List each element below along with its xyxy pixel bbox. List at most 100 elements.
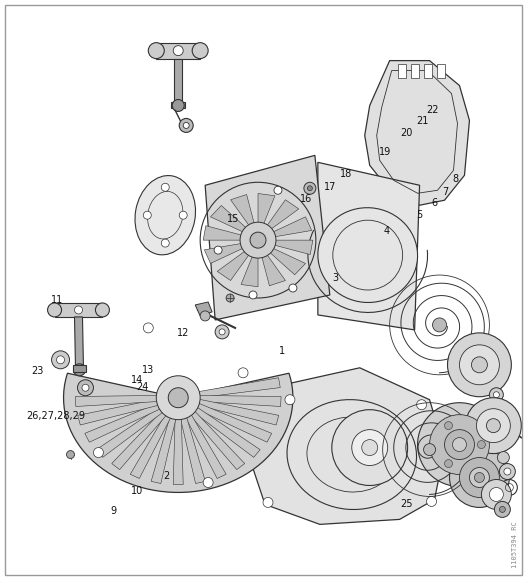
Circle shape [66,451,74,459]
Polygon shape [258,194,275,229]
Text: 10: 10 [131,486,143,496]
Circle shape [200,311,210,321]
Circle shape [352,430,388,466]
Circle shape [493,392,500,398]
Polygon shape [96,405,167,457]
Text: 17: 17 [324,182,336,192]
Polygon shape [210,205,250,234]
Circle shape [93,448,103,458]
Circle shape [477,441,485,448]
Circle shape [486,419,500,433]
Polygon shape [151,412,177,484]
Circle shape [460,345,500,385]
Circle shape [226,294,234,302]
Circle shape [453,437,466,452]
Circle shape [215,325,229,339]
Circle shape [289,284,297,292]
Polygon shape [260,251,286,286]
Polygon shape [195,398,279,425]
Circle shape [143,211,151,219]
Polygon shape [411,64,418,78]
Circle shape [77,380,93,396]
Polygon shape [398,64,406,78]
Text: 18: 18 [340,169,352,179]
Text: 20: 20 [400,128,413,137]
Circle shape [494,502,510,517]
Polygon shape [75,396,160,407]
Circle shape [263,498,273,508]
Circle shape [203,477,213,487]
Circle shape [504,468,511,475]
Circle shape [500,506,505,512]
Text: 13: 13 [142,365,154,375]
Ellipse shape [148,191,183,239]
Text: 25: 25 [400,499,413,509]
Text: 21: 21 [416,116,428,126]
Polygon shape [174,59,182,106]
Polygon shape [266,246,306,275]
Circle shape [460,458,500,498]
Text: 4: 4 [383,226,389,236]
Circle shape [474,473,484,483]
Polygon shape [436,64,444,78]
Polygon shape [64,373,293,492]
Circle shape [249,291,257,299]
Circle shape [417,400,426,409]
Polygon shape [171,103,185,108]
Circle shape [472,357,487,373]
Text: 5: 5 [416,210,422,220]
Circle shape [500,463,515,480]
Circle shape [332,409,407,485]
Text: 15: 15 [227,215,239,224]
Circle shape [240,222,276,258]
Circle shape [417,403,501,487]
Text: 9: 9 [110,506,116,516]
Circle shape [82,385,89,392]
Polygon shape [196,396,281,407]
Ellipse shape [307,417,397,492]
Polygon shape [187,408,245,470]
Circle shape [143,323,153,333]
Circle shape [173,46,183,56]
Text: 22: 22 [426,104,439,114]
Circle shape [73,364,85,376]
Circle shape [444,422,453,430]
Text: 1105T394 RC: 1105T394 RC [512,521,519,568]
Circle shape [214,246,222,254]
Polygon shape [424,64,432,78]
Polygon shape [203,226,247,240]
Polygon shape [205,155,330,320]
Text: 16: 16 [300,194,313,204]
Text: 7: 7 [442,187,448,197]
Text: 19: 19 [379,147,392,157]
Circle shape [497,452,510,463]
Polygon shape [193,402,271,442]
Circle shape [333,220,403,290]
Circle shape [95,303,110,317]
Circle shape [148,43,164,59]
Ellipse shape [287,400,416,509]
Polygon shape [179,412,206,484]
Circle shape [450,448,510,508]
Polygon shape [112,408,170,470]
Polygon shape [264,200,299,232]
Circle shape [465,398,521,454]
Polygon shape [157,43,200,59]
Text: 6: 6 [432,198,438,208]
Polygon shape [217,248,252,281]
Circle shape [183,122,189,128]
Circle shape [157,376,200,420]
Circle shape [430,415,490,474]
Ellipse shape [135,176,196,255]
Circle shape [47,303,62,317]
Text: 23: 23 [31,366,44,376]
Circle shape [444,459,453,467]
Polygon shape [250,368,444,524]
Polygon shape [204,242,248,263]
Polygon shape [365,60,470,205]
Polygon shape [195,302,212,316]
Circle shape [490,487,503,502]
Text: 24: 24 [136,382,149,392]
Circle shape [179,211,187,219]
Circle shape [447,333,511,397]
